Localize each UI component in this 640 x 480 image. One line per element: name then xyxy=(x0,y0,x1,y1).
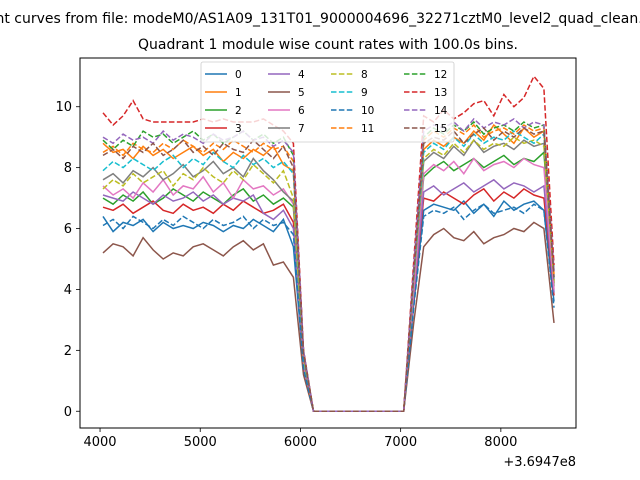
legend-label-8: 8 xyxy=(361,69,368,81)
x-tick-label: 7000 xyxy=(384,435,417,450)
legend-label-5: 5 xyxy=(298,87,305,99)
legend-label-4: 4 xyxy=(298,69,305,81)
x-tick-label: 5000 xyxy=(184,435,217,450)
y-tick-label: 0 xyxy=(64,405,72,420)
y-tick-label: 8 xyxy=(64,161,72,176)
legend-label-10: 10 xyxy=(361,105,374,117)
x-tick-label: 8000 xyxy=(484,435,517,450)
y-tick-label: 2 xyxy=(64,344,72,359)
x-tick-label: 4000 xyxy=(83,435,116,450)
y-tick-label: 4 xyxy=(64,283,72,298)
legend-label-6: 6 xyxy=(298,105,305,117)
figure-suptitle: Light curves from file: modeM0/AS1A09_13… xyxy=(0,11,640,27)
y-tick-label: 10 xyxy=(55,100,72,115)
axis-ticks: 4000 5000 6000 7000 8000 0 2 4 6 8 10 xyxy=(55,100,517,450)
axes-frame xyxy=(79,57,577,429)
legend-label-11: 11 xyxy=(361,123,374,135)
x-offset-label: +3.6947e8 xyxy=(503,455,576,470)
legend-label-0: 0 xyxy=(235,69,242,81)
legend-label-15: 15 xyxy=(434,123,447,135)
x-tick-label: 6000 xyxy=(284,435,317,450)
plot-area xyxy=(102,74,555,413)
y-tick-label: 6 xyxy=(64,222,72,237)
legend-label-3: 3 xyxy=(235,123,242,135)
legend-box xyxy=(200,61,455,143)
legend-label-7: 7 xyxy=(298,123,305,135)
chart-title: Quadrant 1 module wise count rates with … xyxy=(138,37,518,53)
legend-label-12: 12 xyxy=(434,69,447,81)
series-line-14 xyxy=(102,117,555,413)
series-line-15 xyxy=(102,127,555,413)
legend-label-9: 9 xyxy=(361,87,368,99)
legend-label-1: 1 xyxy=(235,87,242,99)
legend-label-14: 14 xyxy=(434,105,448,117)
legend-label-13: 13 xyxy=(434,87,447,99)
legend-label-2: 2 xyxy=(235,105,242,117)
